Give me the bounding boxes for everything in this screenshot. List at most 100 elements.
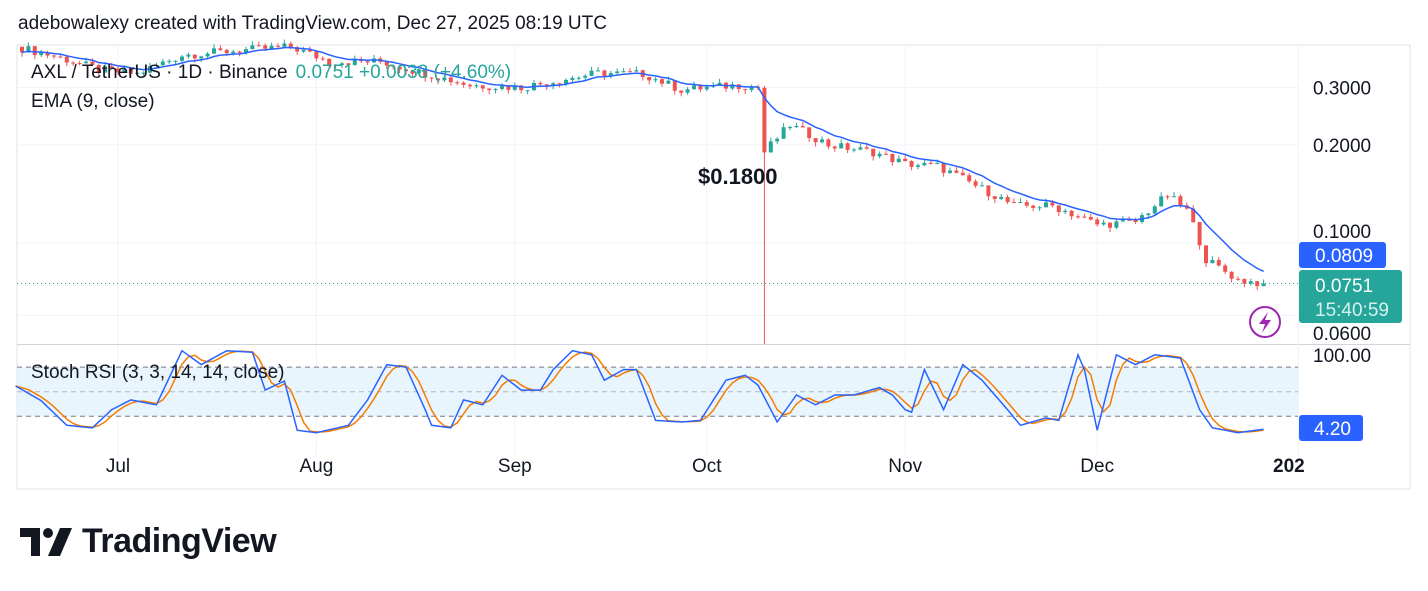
candle-body xyxy=(1191,208,1196,223)
candle-body xyxy=(26,46,31,53)
candle-body xyxy=(768,141,773,153)
time-axis[interactable]: Jul Aug Sep Oct Nov Dec xyxy=(106,456,1114,477)
candle-body xyxy=(263,45,268,49)
candle-body xyxy=(487,88,492,91)
candle-body xyxy=(1095,219,1100,225)
candle-body xyxy=(960,172,965,176)
price-axis[interactable]: 0.3000 0.2000 0.1000 0.0600 xyxy=(1313,78,1371,345)
candle-body xyxy=(186,54,191,57)
candle-body xyxy=(788,127,792,129)
candle-body xyxy=(1044,202,1048,208)
candle-body xyxy=(634,70,639,72)
candle-body xyxy=(832,146,837,149)
candle-body xyxy=(602,70,607,77)
svg-text:0.0809: 0.0809 xyxy=(1315,246,1373,267)
candle-body xyxy=(199,56,204,59)
candle-body xyxy=(1076,216,1080,218)
chart-frame xyxy=(16,44,1411,490)
candle-body xyxy=(173,60,178,62)
stoch-band-lines xyxy=(17,366,1298,417)
candle-body xyxy=(596,70,600,72)
stoch-value-label: 4.20 xyxy=(1299,415,1363,441)
candle-body xyxy=(1133,219,1138,223)
legend-symbol[interactable]: AXL / TetherUS · 1D · Binance xyxy=(31,62,288,83)
time-tick-label: Sep xyxy=(498,456,532,477)
candle-body xyxy=(1018,202,1023,204)
candle-body xyxy=(1165,196,1170,198)
candle-body xyxy=(1031,205,1036,208)
price-tick-label: 0.0600 xyxy=(1313,324,1371,345)
candle-body xyxy=(493,88,498,91)
candle-body xyxy=(429,77,434,79)
candle-body xyxy=(884,153,888,155)
candle-body xyxy=(1024,202,1029,206)
candle-body xyxy=(45,52,50,56)
candle-body xyxy=(237,51,242,53)
price-tick-label: 0.1000 xyxy=(1313,222,1371,243)
candle-body xyxy=(205,53,210,57)
candle-body xyxy=(525,90,530,92)
candle-body xyxy=(423,69,428,78)
candle-body xyxy=(704,86,709,90)
legend-stoch[interactable]: Stoch RSI (3, 3, 14, 14, close) xyxy=(31,362,284,383)
candle-body xyxy=(980,185,984,187)
candle-body xyxy=(557,83,562,85)
candle-body xyxy=(954,170,959,173)
candle-body xyxy=(877,153,882,157)
candle-body xyxy=(320,58,325,60)
candle-body xyxy=(192,54,197,59)
candle-body xyxy=(544,84,549,87)
candle-body xyxy=(416,69,421,74)
candle-body xyxy=(231,51,236,54)
legend-ema[interactable]: EMA (9, close) xyxy=(31,91,155,112)
candle-body xyxy=(538,82,543,85)
candle-body xyxy=(743,89,748,91)
candle-body xyxy=(365,61,370,63)
candle-body xyxy=(916,165,920,167)
candle-body xyxy=(935,163,940,165)
candle-body xyxy=(90,61,95,65)
candle-body xyxy=(807,127,812,139)
candle-body xyxy=(973,181,978,186)
candle-body xyxy=(404,69,408,72)
svg-text:4.20: 4.20 xyxy=(1314,419,1351,440)
time-tick-label: Nov xyxy=(888,456,922,477)
candle-body xyxy=(845,143,850,150)
candle-body xyxy=(628,71,632,73)
ema-line xyxy=(21,46,1264,272)
candle-body xyxy=(519,85,524,91)
candle-body xyxy=(589,70,594,76)
candle-body xyxy=(679,90,684,93)
legend-last: 0.0751 xyxy=(296,62,354,83)
candle-body xyxy=(1114,221,1119,228)
candle-body xyxy=(1216,259,1221,266)
candle-body xyxy=(1172,196,1176,198)
candle-body xyxy=(327,58,332,65)
time-tick-label: Aug xyxy=(299,456,333,477)
candle-body xyxy=(576,77,581,79)
candle-body xyxy=(448,77,453,83)
candle-body xyxy=(397,66,402,70)
candle-body xyxy=(1063,210,1068,213)
candle-body xyxy=(685,89,690,93)
last-price-label: 0.0751 15:40:59 xyxy=(1299,270,1402,323)
tradingview-logo[interactable]: TradingView xyxy=(20,522,277,561)
candle-body xyxy=(1197,222,1202,246)
candle-body xyxy=(813,138,818,143)
candle-body xyxy=(58,56,63,58)
stoch-k-line xyxy=(15,349,1264,434)
candle-body xyxy=(992,196,997,199)
candle-body xyxy=(167,60,172,62)
candle-body xyxy=(852,149,856,151)
candle-body xyxy=(1178,196,1183,206)
candle-body xyxy=(941,163,946,173)
candle-body xyxy=(480,85,485,89)
candle-body xyxy=(839,143,844,149)
alert-lightning-icon[interactable] xyxy=(1249,306,1281,338)
candle-body xyxy=(749,86,754,90)
candle-body xyxy=(1146,213,1151,216)
candle-body xyxy=(1005,197,1010,203)
candle-body xyxy=(570,77,575,80)
candle-body xyxy=(1088,216,1093,220)
